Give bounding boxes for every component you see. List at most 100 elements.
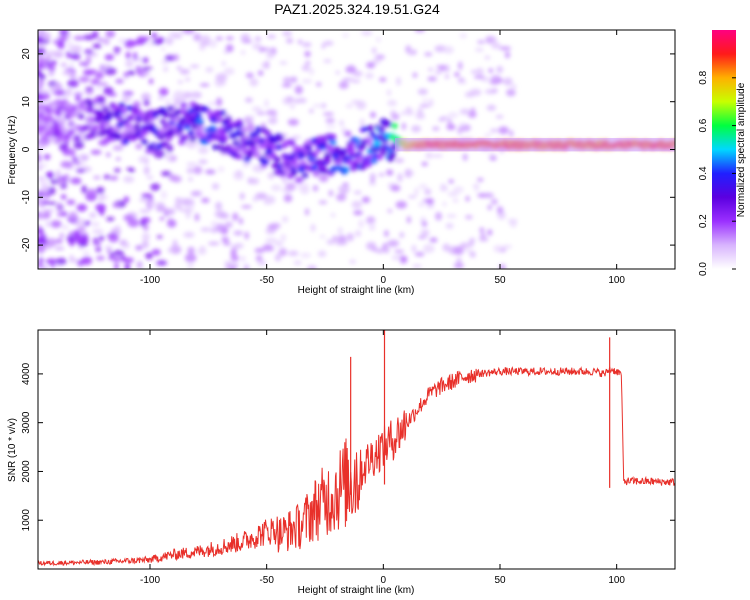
chart-title: PAZ1.2025.324.19.51.G24 [274,1,440,17]
noise-cell [140,216,151,224]
noise-cell [205,169,216,175]
noise-cell [124,39,136,48]
ridge-cell [224,144,232,151]
noise-cell [173,90,185,100]
noise-cell [166,143,174,153]
noise-cell [95,203,106,213]
noise-cell [371,247,378,252]
y-tick-label: -10 [21,190,32,205]
noise-cell [96,85,101,91]
noise-cell [354,230,362,237]
noise-cell [145,252,153,260]
noise-cell [185,77,190,82]
noise-cell [421,229,429,237]
noise-cell [452,199,459,203]
ridge-cell [73,134,81,141]
noise-cell [38,56,46,64]
y-tick-label: -20 [21,237,32,252]
ridge-cell [97,130,105,137]
noise-cell [421,161,428,167]
ridge-cell [187,130,195,137]
noise-cell [190,92,200,98]
noise-cell [125,59,134,68]
noise-cell [76,218,86,226]
noise-cell [412,72,418,78]
ridge-cell [101,106,109,113]
noise-cell [123,214,134,222]
snr-xlabel: Height of straight line (km) [298,585,415,596]
noise-cell [210,227,218,234]
noise-cell [167,218,174,225]
noise-cell [262,243,274,251]
noise-cell [167,248,173,253]
noise-cell [194,213,200,222]
noise-cell [188,177,194,182]
noise-cell [484,133,492,137]
noise-cell [252,42,262,51]
colorbar-tick-label: 0.0 [698,262,709,276]
noise-cell [156,235,163,239]
noise-cell [470,107,475,113]
x-tick-label: -50 [259,275,274,286]
noise-cell [489,80,500,85]
noise-cell [38,225,42,229]
noise-cell [56,169,61,177]
noise-cell [271,222,281,229]
noise-cell [153,149,166,159]
noise-cell [108,234,119,243]
ridge-cell [157,129,165,136]
noise-cell [183,231,195,238]
noise-cell [469,251,476,258]
ridge-cell [219,109,227,116]
noise-cell [41,185,50,192]
ridge-cell [125,105,133,112]
noise-cell [281,31,293,37]
noise-cell [476,40,486,44]
ridge-cell [120,107,128,114]
noise-cell [282,177,287,184]
noise-cell [150,183,161,191]
noise-cell [171,175,182,183]
noise-cell [506,88,516,97]
noise-cell [426,198,434,205]
noise-cell [456,257,462,263]
noise-cell [141,57,149,64]
noise-cell [290,104,295,109]
noise-cell [149,78,154,85]
noise-cell [69,61,74,70]
noise-cell [407,49,417,56]
ridge-cell [329,139,337,146]
noise-cell [50,220,62,228]
noise-cell [117,37,127,44]
noise-cell [459,108,471,115]
noise-cell [98,235,105,242]
noise-cell [85,87,94,91]
ridge-cell [118,102,126,109]
ridge-cell [196,125,204,132]
ridge-cell [368,130,376,137]
noise-cell [257,260,267,266]
noise-cell [429,237,438,243]
ridge-cell [340,148,348,155]
noise-cell [499,264,506,269]
noise-cell [293,260,302,266]
noise-cell [270,184,282,192]
ridge-cell [366,125,374,132]
noise-cell [141,92,151,102]
ridge-cell [139,112,147,119]
ridge-cell [389,151,397,158]
noise-cell [45,258,58,265]
ridge-cell [206,132,214,139]
noise-cell [294,85,303,95]
noise-cell [187,246,195,255]
noise-cell [39,209,45,215]
noise-cell [49,85,56,93]
noise-cell [141,66,153,71]
noise-cell [68,211,78,220]
ridge-cell [114,134,122,141]
noise-cell [263,200,270,205]
noise-cell [66,235,75,243]
noise-cell [123,72,130,77]
noise-cell [365,72,374,80]
noise-cell [418,201,426,208]
